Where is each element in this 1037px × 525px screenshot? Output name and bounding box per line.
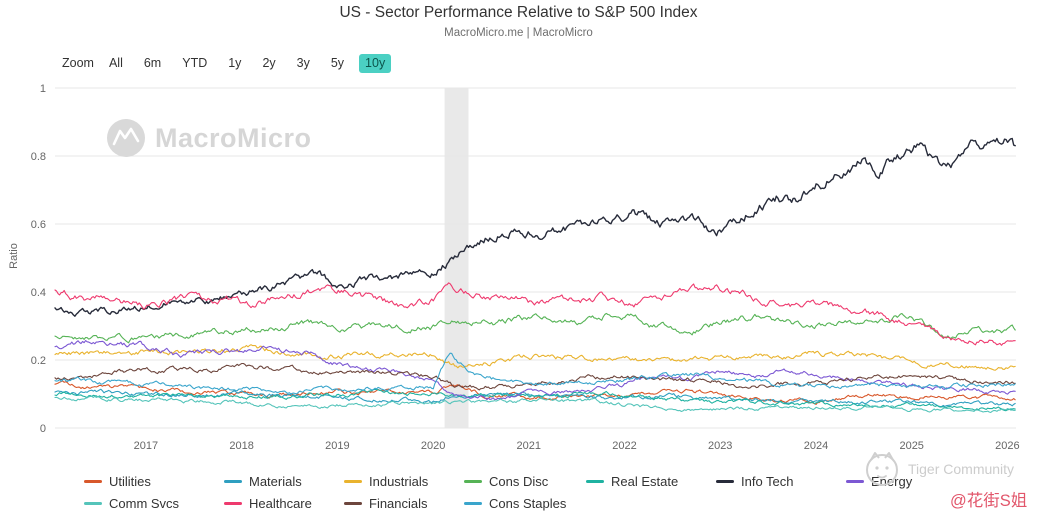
y-tick-label: 0.8 xyxy=(31,151,46,163)
legend-dash-icon xyxy=(224,479,242,483)
legend-item-healthcare[interactable]: Healthcare xyxy=(224,492,344,514)
x-tick-label: 2024 xyxy=(804,440,828,452)
series-line-cons-staples[interactable] xyxy=(54,352,1016,395)
series-line-financials[interactable] xyxy=(54,362,1016,391)
legend-dash-icon xyxy=(344,479,362,483)
x-tick-label: 2023 xyxy=(708,440,732,452)
legend-item-real-estate[interactable]: Real Estate xyxy=(586,470,716,492)
legend-item-cons-staples[interactable]: Cons Staples xyxy=(464,492,586,514)
legend-dash-icon xyxy=(716,479,734,483)
legend-dash-icon xyxy=(84,479,102,483)
series-line-healthcare[interactable] xyxy=(54,282,1016,346)
legend-item-industrials[interactable]: Industrials xyxy=(344,470,464,492)
legend-label: Cons Disc xyxy=(489,473,549,489)
x-tick-label: 2026 xyxy=(995,440,1019,452)
legend-item-materials[interactable]: Materials xyxy=(224,470,344,492)
zoom-button-10y[interactable]: 10y xyxy=(359,54,392,73)
x-tick-label: 2019 xyxy=(325,440,349,452)
legend-label: Info Tech xyxy=(741,473,794,489)
x-tick-label: 2021 xyxy=(517,440,541,452)
zoom-label: Zoom xyxy=(62,56,94,71)
chart-legend: Utilities Materials Industrials Cons Disc Re… xyxy=(0,470,1037,514)
chart-subtitle: MacroMicro.me | MacroMicro xyxy=(444,27,593,39)
series-line-cons-disc[interactable] xyxy=(54,312,1016,344)
legend-item-comm-svcs[interactable]: Comm Svcs xyxy=(84,492,224,514)
legend-row-1: Utilities Materials Industrials Cons Disc Re… xyxy=(0,470,1037,492)
x-tick-label: 2025 xyxy=(899,440,923,452)
legend-item-utilities[interactable]: Utilities xyxy=(84,470,224,492)
y-tick-label: 0 xyxy=(40,423,46,435)
legend-item-cons-disc[interactable]: Cons Disc xyxy=(464,470,586,492)
x-tick-label: 2018 xyxy=(229,440,253,452)
series-line-comm-svcs[interactable] xyxy=(54,395,1016,414)
chart-title: US - Sector Performance Relative to S&P … xyxy=(339,4,698,21)
legend-label: Comm Svcs xyxy=(109,495,180,511)
legend-label: Industrials xyxy=(369,473,429,489)
legend-dash-icon xyxy=(586,479,604,483)
legend-dash-icon xyxy=(464,501,482,505)
zoom-button-5y[interactable]: 5y xyxy=(330,56,345,70)
legend-label: Financials xyxy=(369,495,428,511)
recession-band xyxy=(444,88,469,428)
zoom-button-ytd[interactable]: YTD xyxy=(182,56,208,70)
legend-dash-icon xyxy=(344,501,362,505)
legend-label: Real Estate xyxy=(611,473,679,489)
y-tick-label: 1 xyxy=(40,83,46,95)
series-line-industrials[interactable] xyxy=(54,344,1016,371)
y-tick-label: 0.2 xyxy=(31,355,46,367)
legend-item-energy[interactable]: Energy xyxy=(846,470,1037,492)
chart-plot[interactable]: 0 0.2 0.4 0.6 0.8 1 2017 2018 2019 2020 2021 2022 20… xyxy=(0,80,1037,460)
y-tick-label: 0.6 xyxy=(31,219,46,231)
x-tick-label: 2017 xyxy=(134,440,158,452)
legend-dash-icon xyxy=(84,501,102,505)
series-line-real-estate[interactable] xyxy=(54,388,1016,412)
legend-dash-icon xyxy=(224,501,242,505)
legend-label: Healthcare xyxy=(249,495,312,511)
legend-label: Energy xyxy=(871,473,913,489)
series-line-info-tech[interactable] xyxy=(54,137,1016,317)
legend-label: Cons Staples xyxy=(489,495,567,511)
zoom-button-6m[interactable]: 6m xyxy=(143,56,162,70)
y-tick-label: 0.4 xyxy=(31,287,46,299)
zoom-button-2y[interactable]: 2y xyxy=(262,56,276,70)
legend-label: Materials xyxy=(249,473,302,489)
zoom-button-all[interactable]: All xyxy=(108,56,123,70)
legend-item-financials[interactable]: Financials xyxy=(344,492,464,514)
legend-dash-icon xyxy=(464,479,482,483)
zoom-button-3y[interactable]: 3y xyxy=(296,56,310,70)
x-tick-label: 2022 xyxy=(612,440,636,452)
x-tick-label: 2020 xyxy=(421,440,445,452)
zoom-toolbar: Zoom All 6m YTD 1y 2y 3y 5y 10y xyxy=(62,54,392,73)
legend-label: Utilities xyxy=(109,473,151,489)
series-line-utilities[interactable] xyxy=(54,380,1016,405)
zoom-buttons: All 6m YTD 1y 2y 3y 5y 10y xyxy=(103,54,392,73)
zoom-button-1y[interactable]: 1y xyxy=(228,56,242,70)
legend-item-info-tech[interactable]: Info Tech xyxy=(716,470,846,492)
legend-row-2: Comm Svcs Healthcare Financials Cons Staple… xyxy=(0,492,1037,514)
legend-dash-icon xyxy=(846,479,864,483)
